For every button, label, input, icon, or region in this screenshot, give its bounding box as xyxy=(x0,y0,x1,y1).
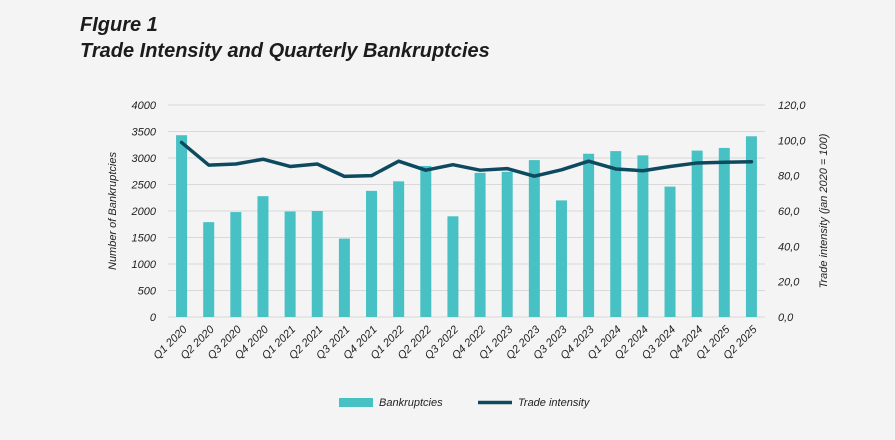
y2-tick-label: 20,0 xyxy=(777,277,800,289)
legend-label-trade-intensity: Trade intensity xyxy=(518,397,591,409)
y-tick-label: 0 xyxy=(150,312,157,324)
y-tick-label: 2500 xyxy=(131,180,157,192)
legend-label-bankruptcies: Bankruptcies xyxy=(379,397,443,409)
legend-swatch-bankruptcies xyxy=(339,398,373,407)
figure-label: FIgure 1 xyxy=(80,14,158,36)
bar xyxy=(284,211,296,317)
y-tick-label: 1000 xyxy=(132,259,157,271)
bar xyxy=(691,150,703,317)
bar xyxy=(501,171,513,317)
bar xyxy=(420,165,432,317)
y2-tick-label: 40,0 xyxy=(778,241,800,253)
y-tick-label: 3500 xyxy=(132,127,157,139)
y-tick-label: 2000 xyxy=(131,206,157,218)
y-tick-label: 1500 xyxy=(132,233,157,245)
bar-series xyxy=(176,135,757,317)
y2-tick-label: 60,0 xyxy=(778,206,800,218)
bar xyxy=(745,136,757,317)
y-tick-label: 3000 xyxy=(132,153,157,165)
bar xyxy=(610,151,622,317)
bar xyxy=(637,155,649,317)
bar xyxy=(474,172,486,317)
bar xyxy=(583,153,595,317)
right-axis-ticks: 0,0 20,0 40,0 60,0 80,0 100,0 120,0 xyxy=(777,100,806,324)
bar xyxy=(203,222,215,317)
bar xyxy=(311,211,323,317)
bar xyxy=(555,200,567,317)
line-series xyxy=(179,140,754,179)
y-tick-label: 500 xyxy=(138,286,157,298)
bar xyxy=(176,135,188,317)
y-axis-title: Number of Bankruptcies xyxy=(107,152,119,270)
bar xyxy=(528,160,540,317)
chart-title: Trade Intensity and Quarterly Bankruptci… xyxy=(80,40,490,62)
bar xyxy=(664,186,676,317)
y2-tick-label: 0,0 xyxy=(778,312,794,324)
bar xyxy=(230,212,242,317)
bar xyxy=(338,238,350,317)
legend: Bankruptcies Trade intensity xyxy=(339,397,591,409)
bar xyxy=(393,181,405,317)
bar xyxy=(718,147,730,317)
y-tick-label: 4000 xyxy=(132,100,157,112)
y2-tick-label: 100,0 xyxy=(778,135,806,147)
y2-axis-title: Trade intensity (jan 2020 = 100) xyxy=(818,133,830,288)
y2-tick-label: 120,0 xyxy=(778,100,806,112)
left-axis-ticks: 0 500 1000 1500 2000 2500 3000 3500 4000 xyxy=(131,100,157,324)
bar xyxy=(366,190,378,317)
bar xyxy=(257,196,269,317)
y2-tick-label: 80,0 xyxy=(778,171,800,183)
trade-intensity-line xyxy=(179,140,754,179)
bar xyxy=(447,216,459,317)
